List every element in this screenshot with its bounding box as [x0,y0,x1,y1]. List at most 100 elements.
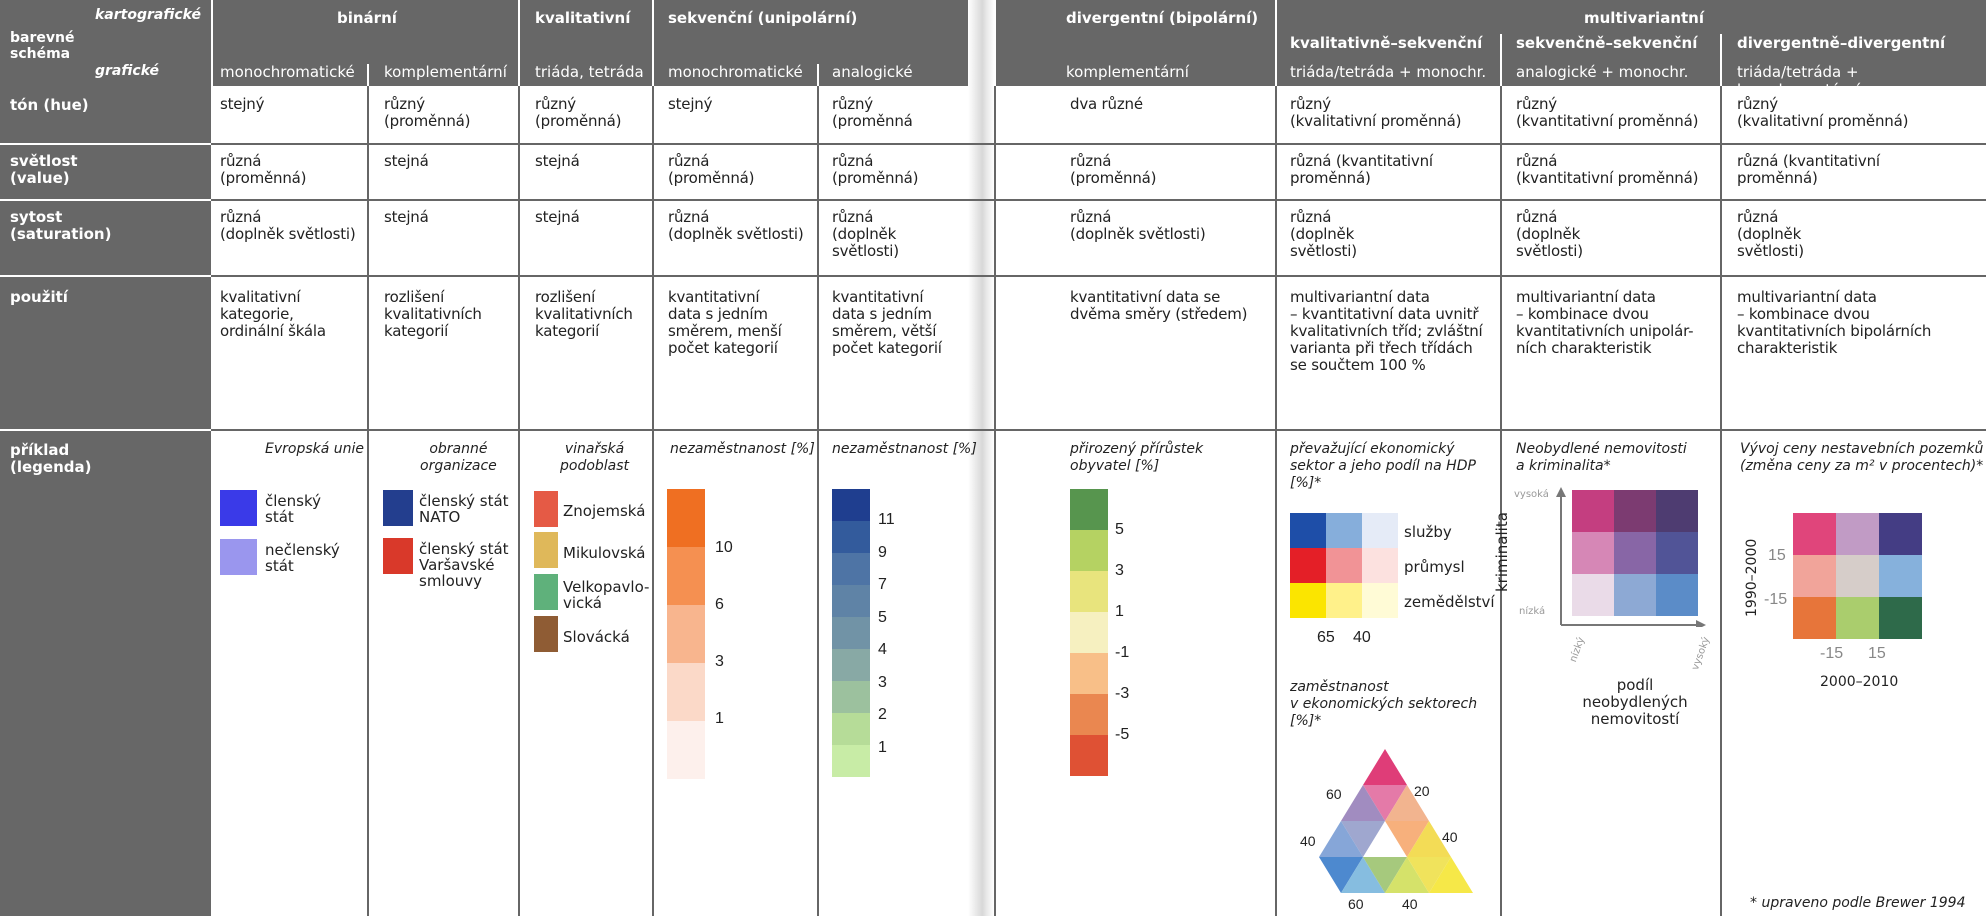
cell-pouziti-4: kvantitativní data s jedním směrem, menš… [668,288,782,357]
cell-sytost-3: stejná [535,208,580,226]
sektor-col-label: 65 [1317,629,1335,646]
axis-low-label: nízká [1519,606,1546,617]
legend-label: Velkopavlo- vická [563,578,650,612]
col-7: triáda/tetráda + monochr. [1290,63,1487,81]
corner-bot: grafické [95,63,159,79]
legend-number: 2 [878,706,887,723]
grid-line [994,86,996,916]
legend-swatch [1326,583,1362,618]
legend-number: 6 [715,596,724,613]
legend-swatch [1362,513,1398,548]
hdr-sep [367,64,369,86]
legend-number: 5 [1115,521,1124,538]
tri-label: 60 [1348,896,1364,912]
group-multivariantni: multivariantní [1584,9,1704,27]
legend-swatch [1290,513,1326,548]
legend-swatch [1656,574,1698,616]
legend-label: Mikulovská [563,544,646,562]
cell-svetlost-5: různá (proměnná) [832,152,919,187]
legend-swatch [1362,583,1398,618]
col-2: komplementární [384,63,507,81]
cell-pouziti-2: rozlišení kvalitativních kategorií [384,288,482,340]
sektor-row-label: průmysl [1404,558,1465,576]
legend-swatch [1326,513,1362,548]
legend-swatch [534,616,558,652]
legend-number: 3 [715,653,724,670]
legend-swatch [1836,555,1879,597]
grid-line [1500,86,1502,916]
cell-sytost-8: různá (doplněk světlosti) [1516,208,1583,260]
cell-sytost-1: různá (doplněk světlosti) [220,208,356,243]
col-8: analogické + monochr. [1516,63,1689,81]
legend-prirustek-title: přirozený přírůstek obyvatel [%] [1070,441,1204,474]
cell-ton-6: dva různé [1070,95,1143,113]
legend-swatch [832,745,870,777]
legend-swatch [1572,490,1614,532]
legend-swatch [1656,532,1698,574]
page-gutter [968,0,994,916]
legend-label: členský stát [265,492,321,526]
legend-label: členský stát NATO [419,492,509,526]
legend-swatch [667,605,705,663]
cell-ton-1: stejný [220,95,265,113]
legend-swatch [534,491,558,527]
legend-swatch [220,539,257,575]
tri-label: 40 [1402,896,1418,912]
legend-swatch [667,547,705,605]
cell-sytost-6: různá (doplněk světlosti) [1070,208,1206,243]
label-sep [0,429,211,431]
cell-svetlost-3: stejná [535,152,580,170]
cell-pouziti-6: kvantitativní data se dvěma směry (střed… [1070,288,1248,323]
ternary-triangle [1319,749,1473,893]
tri-label: 20 [1414,783,1430,799]
hdr-sep [518,0,520,86]
subgroup-sek-sek: sekvenčně–sekvenční [1516,34,1698,52]
legend-sektor-title: převažující ekonomický sektor a jeho pod… [1290,441,1476,491]
hdr-sep [1720,34,1722,86]
legend-swatch [667,663,705,721]
legend-swatch [1290,548,1326,583]
ceny-ylabel: 1990–2000 [1744,538,1760,617]
legend-nemovitosti-title: Neobydlené nemovitosti a kriminalita* [1516,441,1687,474]
legend-swatch [534,574,558,610]
legend-swatch [1836,597,1879,639]
legend-swatch [1070,694,1108,735]
ceny-xlabel: 2000–2010 [1820,674,1899,690]
legend-swatch [1879,555,1922,597]
legend-label: nečlenský stát [265,541,340,575]
legend-swatch [534,532,558,568]
axis-ylabel: kriminalita [1493,512,1511,592]
legend-swatch [1836,513,1879,555]
legend-number: 10 [715,539,733,556]
legend-swatch [383,538,413,574]
grid-line [518,86,520,916]
legend-nezam1-title: nezaměstnanost [%] [670,441,815,457]
col-4: monochromatické [668,63,803,81]
group-kvalitativni: kvalitativní [535,9,631,27]
cell-ton-3: různý (proměnná) [535,95,622,130]
legend-swatch [383,490,413,526]
legend-ceny-title: Vývoj ceny nestavebních pozemků (změna c… [1740,441,1984,474]
cell-pouziti-3: rozlišení kvalitativních kategorií [535,288,633,340]
legend-zamestnanost-title: zaměstnanost v ekonomických sektorech [%… [1290,679,1478,729]
axis-xhigh: vysoký [1690,635,1713,672]
hdr-sep [652,0,654,86]
cell-sytost-7: různá (doplněk světlosti) [1290,208,1357,260]
ceny-ytick: 15 [1768,547,1786,564]
sektor-col-label: 40 [1353,629,1371,646]
legend-swatch [1070,653,1108,694]
row-label-priklad: příklad (legenda) [10,441,92,476]
legend-number: 7 [878,576,887,593]
cell-pouziti-1: kvalitativní kategorie, ordinální škála [220,288,326,340]
label-sep [0,143,211,145]
legend-swatch [1070,612,1108,653]
legend-swatch [832,713,870,745]
legend-number: 1 [1115,603,1124,620]
cell-pouziti-8: multivariantní data – kombinace dvou kva… [1516,288,1694,357]
legend-number: 4 [878,641,887,658]
hdr-sep [1275,0,1277,86]
legend-number: 3 [878,673,887,691]
cell-ton-2: různý (proměnná) [384,95,471,130]
sektor-row-label: zemědělství [1404,593,1495,611]
legend-number: -1 [1115,644,1130,661]
